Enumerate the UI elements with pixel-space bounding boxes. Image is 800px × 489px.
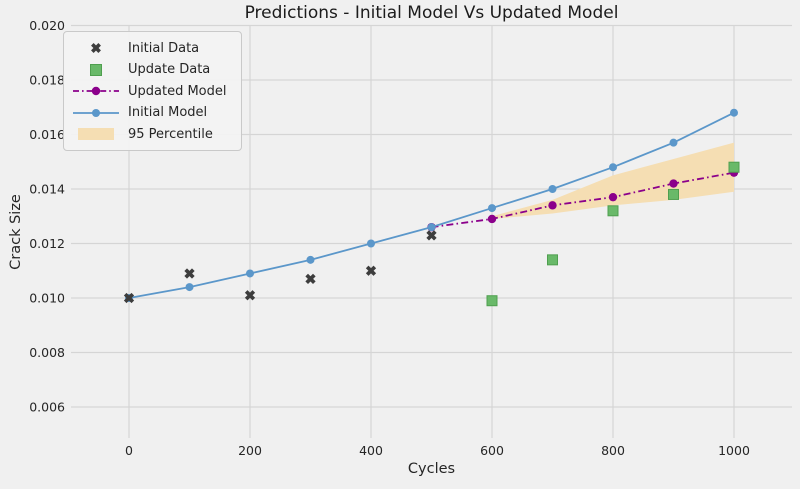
initial-data-point: [182, 266, 197, 281]
initial-model-point: [549, 185, 557, 193]
legend-label-update-data: Update Data: [128, 62, 210, 77]
update-data-point: [669, 189, 679, 199]
chart-title: Predictions - Initial Model Vs Updated M…: [71, 3, 792, 23]
initial-model-point: [670, 139, 678, 147]
y-tick-label: 0.006: [29, 400, 65, 415]
y-tick-label: 0.010: [29, 291, 65, 306]
x-axis-label: Cycles: [71, 461, 792, 477]
legend-entry-updated-model: Updated Model: [72, 82, 227, 100]
x-tick-label: 800: [601, 443, 625, 458]
legend-label-95-percentile: 95 Percentile: [128, 127, 213, 142]
legend-label-initial-model: Initial Model: [128, 105, 207, 120]
y-tick-label: 0.012: [29, 236, 65, 251]
update-data-point: [487, 296, 497, 306]
legend: Initial Data Update Data Updated Model I…: [63, 31, 242, 151]
y-tick-label: 0.020: [29, 18, 65, 33]
updated-model-point: [669, 179, 677, 187]
y-axis-label: Crack Size: [8, 152, 28, 312]
legend-entry-initial-model: Initial Model: [72, 104, 227, 122]
initial-model-point: [307, 256, 315, 264]
solid-line-icon: [72, 106, 120, 120]
legend-entry-95-percentile: 95 Percentile: [72, 125, 227, 143]
initial-model-point: [367, 240, 375, 248]
y-tick-label: 0.014: [29, 182, 65, 197]
initial-model-point: [428, 223, 436, 231]
square-marker-icon: [72, 64, 120, 76]
x-tick-label: 200: [238, 443, 262, 458]
update-data-point: [548, 255, 558, 265]
legend-entry-initial-data: Initial Data: [72, 39, 227, 57]
y-tick-label: 0.018: [29, 73, 65, 88]
x-tick-label: 600: [480, 443, 504, 458]
update-data-point: [729, 162, 739, 172]
legend-label-updated-model: Updated Model: [128, 84, 227, 99]
dashdot-line-icon: [72, 84, 120, 98]
initial-model-point: [730, 109, 738, 117]
legend-entry-update-data: Update Data: [72, 61, 227, 79]
initial-model-point: [609, 163, 617, 171]
band-patch-icon: [72, 128, 120, 140]
y-tick-label: 0.008: [29, 345, 65, 360]
legend-label-initial-data: Initial Data: [128, 41, 199, 56]
x-marker-icon: [72, 41, 120, 55]
initial-data-point: [303, 271, 318, 286]
updated-model-point: [609, 193, 617, 201]
initial-model-point: [246, 269, 254, 277]
update-data-point: [608, 206, 618, 216]
chart-figure: 0.006 0.008 0.010 0.012 0.014 0.016 0.018 0.020…: [0, 0, 800, 489]
updated-model-point: [488, 215, 496, 223]
y-tick-label: 0.016: [29, 127, 65, 142]
x-tick-label: 400: [359, 443, 383, 458]
updated-model-point: [548, 201, 556, 209]
x-tick-label: 1000: [718, 443, 750, 458]
x-tick-label: 0: [125, 443, 133, 458]
initial-model-point: [488, 204, 496, 212]
initial-model-point: [186, 283, 194, 291]
